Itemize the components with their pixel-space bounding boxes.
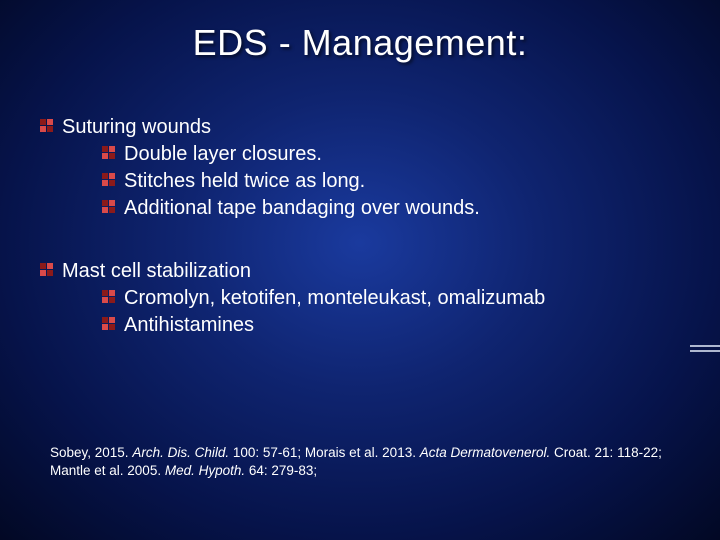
edge-decoration [690, 345, 720, 347]
item-text: Additional tape bandaging over wounds. [124, 195, 480, 222]
list-item: Cromolyn, ketotifen, monteleukast, omali… [102, 285, 680, 312]
bullet-icon [102, 200, 116, 214]
section-heading: Suturing wounds [40, 114, 680, 141]
bullet-icon [102, 317, 116, 331]
section-mastcell: Mast cell stabilization Cromolyn, ketoti… [40, 258, 680, 339]
cite-part-italic: Acta Dermatovenerol. [420, 445, 551, 460]
bullet-icon [102, 146, 116, 160]
bullet-icon [40, 119, 54, 133]
bullet-icon [102, 290, 116, 304]
bullet-icon [102, 173, 116, 187]
cite-part-italic: Arch. Dis. Child. [132, 445, 229, 460]
bullet-icon [40, 263, 54, 277]
list-item: Stitches held twice as long. [102, 168, 680, 195]
heading-text: Suturing wounds [62, 114, 211, 141]
cite-part: 64: 279-83; [245, 463, 317, 478]
list-item: Additional tape bandaging over wounds. [102, 195, 680, 222]
citations: Sobey, 2015. Arch. Dis. Child. 100: 57-6… [50, 444, 670, 480]
list-item: Antihistamines [102, 312, 680, 339]
heading-text: Mast cell stabilization [62, 258, 251, 285]
item-text: Stitches held twice as long. [124, 168, 365, 195]
list-item: Double layer closures. [102, 141, 680, 168]
slide-title: EDS - Management: [40, 22, 680, 64]
slide: EDS - Management: Suturing wounds Double… [0, 0, 720, 540]
item-text: Double layer closures. [124, 141, 322, 168]
section-suturing: Suturing wounds Double layer closures. S… [40, 114, 680, 222]
cite-part: Sobey, 2015. [50, 445, 132, 460]
cite-part-italic: Med. Hypoth. [165, 463, 245, 478]
item-text: Cromolyn, ketotifen, monteleukast, omali… [124, 285, 545, 312]
section-heading: Mast cell stabilization [40, 258, 680, 285]
cite-part: 100: 57-61; Morais et al. 2013. [229, 445, 420, 460]
item-text: Antihistamines [124, 312, 254, 339]
